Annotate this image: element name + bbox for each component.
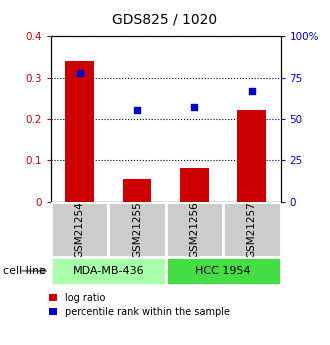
Bar <box>51 202 109 257</box>
Bar <box>123 179 151 202</box>
Text: GSM21255: GSM21255 <box>132 201 142 258</box>
Point <box>249 88 254 93</box>
Point <box>192 104 197 109</box>
Bar <box>166 257 280 285</box>
Bar <box>238 110 266 202</box>
Text: GSM21257: GSM21257 <box>247 201 257 258</box>
Text: MDA-MB-436: MDA-MB-436 <box>73 266 144 276</box>
Text: GSM21256: GSM21256 <box>189 201 200 258</box>
Text: GSM21254: GSM21254 <box>75 201 85 258</box>
Text: GDS825 / 1020: GDS825 / 1020 <box>113 12 217 26</box>
Point <box>135 107 140 113</box>
Text: HCC 1954: HCC 1954 <box>195 266 251 276</box>
Bar <box>223 202 280 257</box>
Bar <box>65 61 94 202</box>
Bar <box>180 168 209 202</box>
Bar <box>109 202 166 257</box>
Bar <box>166 202 223 257</box>
Legend: log ratio, percentile rank within the sample: log ratio, percentile rank within the sa… <box>50 293 230 317</box>
Bar <box>51 257 166 285</box>
Point <box>77 70 82 76</box>
Text: cell line: cell line <box>3 266 46 276</box>
